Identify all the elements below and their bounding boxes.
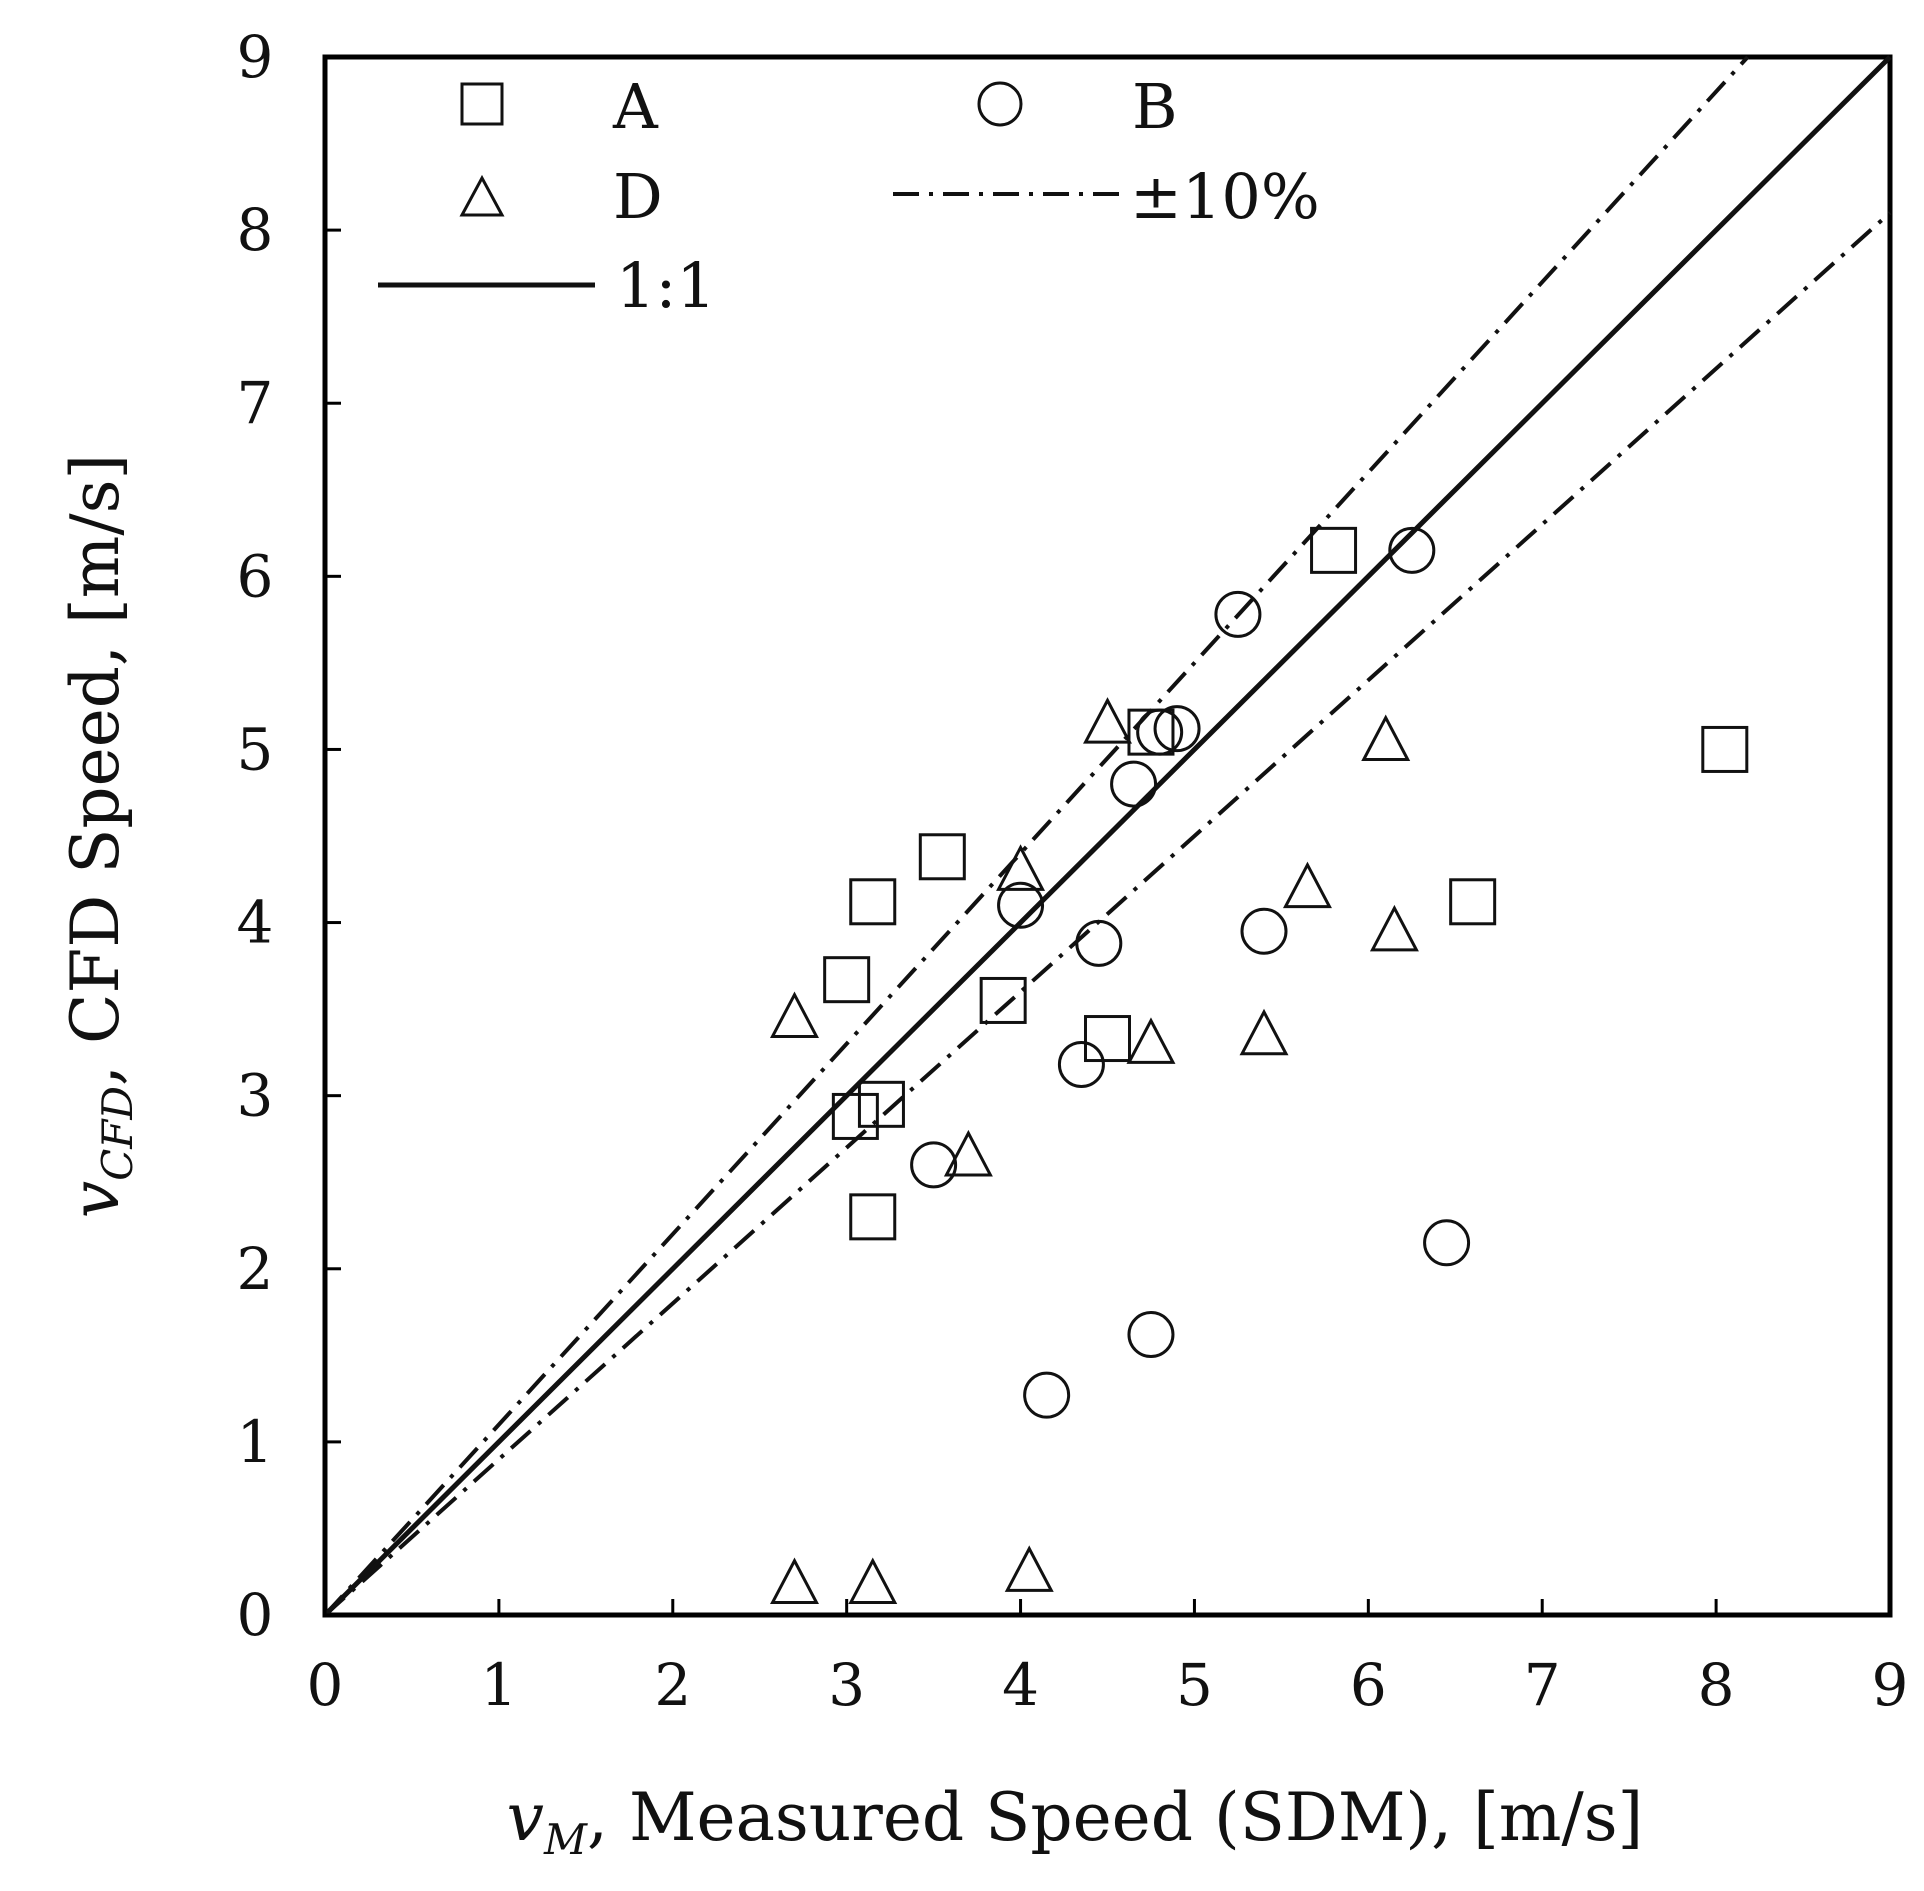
y-tick-label-5: 5 bbox=[237, 715, 274, 783]
point-d-triangle-6 bbox=[1239, 1008, 1289, 1056]
point-b-circle-6 bbox=[1075, 919, 1123, 967]
point-b-circle-2 bbox=[1153, 705, 1201, 753]
legend: A B D ±10% 1:1 bbox=[378, 70, 1320, 322]
point-a-square-6 bbox=[823, 956, 871, 1004]
y-tick-label-2: 2 bbox=[237, 1235, 274, 1303]
point-b-circle-11 bbox=[1127, 1311, 1175, 1359]
point-a-square-3 bbox=[918, 833, 966, 881]
legend-square-marker bbox=[460, 82, 504, 126]
x-tick-label-5: 5 bbox=[1176, 1651, 1213, 1719]
y-tick-label-8: 8 bbox=[237, 196, 274, 264]
x-tick-label-0: 0 bbox=[307, 1651, 344, 1719]
legend-triangle-marker bbox=[459, 174, 505, 217]
y-tick-label-3: 3 bbox=[237, 1062, 274, 1130]
legend-label-b: B bbox=[1132, 70, 1178, 143]
point-b-circle-1 bbox=[1214, 590, 1262, 638]
x-axis-title: vM, Measured Speed (SDM), [m/s] bbox=[507, 1779, 1644, 1864]
point-a-square-10 bbox=[831, 1092, 879, 1140]
point-d-triangle-7 bbox=[1126, 1017, 1176, 1064]
point-a-square-5 bbox=[1449, 878, 1497, 926]
point-b-circle-9 bbox=[910, 1141, 958, 1189]
one-to-one-line bbox=[323, 55, 1892, 1617]
point-b-circle-10 bbox=[1423, 1219, 1471, 1267]
point-d-triangle-11 bbox=[1004, 1545, 1054, 1592]
point-d-triangle-10 bbox=[848, 1557, 898, 1605]
y-tick-label-6: 6 bbox=[237, 542, 274, 610]
point-d-triangle-9 bbox=[770, 1557, 819, 1605]
point-b-circle-0 bbox=[1388, 526, 1436, 574]
legend-label-a: A bbox=[612, 70, 659, 143]
x-tick-label-3: 3 bbox=[828, 1651, 865, 1719]
data-markers bbox=[770, 526, 1749, 1605]
point-b-circle-3 bbox=[1136, 708, 1184, 756]
point-d-triangle-1 bbox=[1361, 714, 1411, 761]
point-a-square-9 bbox=[857, 1080, 905, 1128]
y-tick-label-4: 4 bbox=[237, 889, 274, 957]
point-a-square-4 bbox=[849, 878, 897, 926]
point-d-triangle-2 bbox=[996, 844, 1046, 891]
y-tick-label-7: 7 bbox=[237, 369, 274, 437]
point-d-triangle-4 bbox=[1369, 904, 1419, 952]
legend-circle-marker bbox=[977, 81, 1023, 127]
legend-label-one-to-one: 1:1 bbox=[616, 249, 716, 322]
point-b-circle-5 bbox=[997, 881, 1045, 929]
point-d-triangle-0 bbox=[1083, 697, 1132, 744]
point-d-triangle-8 bbox=[943, 1129, 993, 1177]
legend-label-tolerance: ±10% bbox=[1130, 160, 1320, 233]
x-tick-label-9: 9 bbox=[1872, 1651, 1909, 1719]
point-a-square-7 bbox=[979, 976, 1027, 1024]
y-tick-label-9: 9 bbox=[237, 23, 274, 91]
tolerance-upper-line bbox=[323, 55, 1750, 1617]
point-b-circle-7 bbox=[1240, 907, 1288, 955]
point-a-square-1 bbox=[1701, 725, 1749, 773]
point-d-triangle-3 bbox=[1282, 861, 1332, 909]
point-a-square-11 bbox=[849, 1193, 897, 1241]
x-axis-ticks: 0 1 2 3 4 5 6 7 8 9 bbox=[307, 1599, 1909, 1719]
tolerance-lower-line bbox=[323, 211, 1892, 1617]
x-tick-label-2: 2 bbox=[654, 1651, 691, 1719]
point-b-circle-8 bbox=[1057, 1041, 1105, 1089]
point-a-square-8 bbox=[1084, 1015, 1131, 1063]
point-b-circle-4 bbox=[1110, 760, 1158, 808]
point-d-triangle-5 bbox=[770, 991, 819, 1038]
x-tick-label-1: 1 bbox=[480, 1651, 517, 1719]
reference-lines bbox=[323, 55, 1892, 1617]
point-b-circle-12 bbox=[1023, 1371, 1071, 1419]
legend-label-d: D bbox=[613, 160, 663, 233]
point-a-square-0 bbox=[1310, 526, 1358, 574]
y-axis-title: vCFD, CFD Speed, [m/s] bbox=[57, 454, 142, 1218]
y-tick-label-1: 1 bbox=[237, 1408, 274, 1476]
x-tick-label-6: 6 bbox=[1350, 1651, 1387, 1719]
y-axis-ticks: 0 1 2 3 4 5 6 7 8 9 bbox=[237, 23, 341, 1649]
x-tick-label-8: 8 bbox=[1698, 1651, 1735, 1719]
x-tick-label-7: 7 bbox=[1524, 1651, 1561, 1719]
y-tick-label-0: 0 bbox=[237, 1581, 274, 1649]
x-tick-label-4: 4 bbox=[1002, 1651, 1039, 1719]
point-a-square-2 bbox=[1127, 708, 1175, 756]
